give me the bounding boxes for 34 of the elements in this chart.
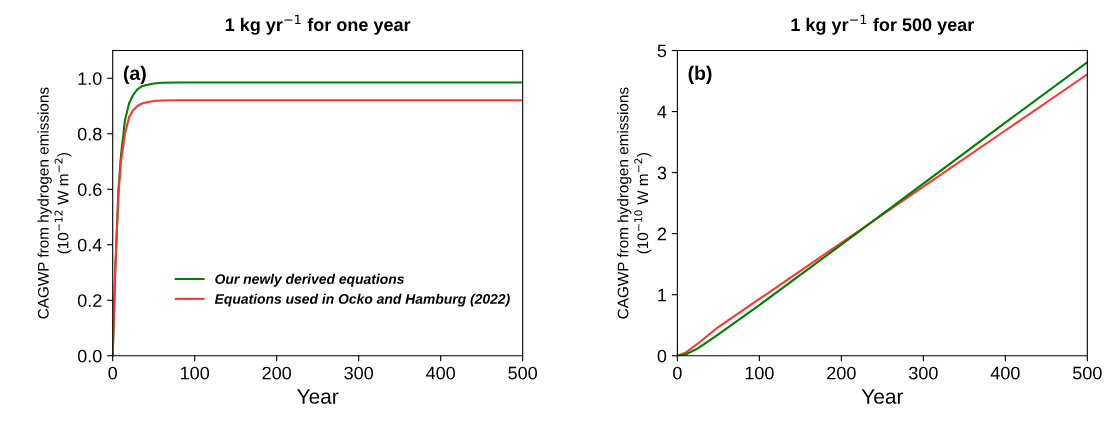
- y-tick-label: 5: [657, 44, 667, 58]
- x-tick-label: 200: [827, 366, 856, 380]
- y-tick-label: 4: [657, 105, 667, 119]
- y-axis-title: CAGWP from hydrogen emissions (10$^{−12}$ W m$^{−2}$): [37, 87, 72, 319]
- y-tick-label: 0: [657, 349, 667, 363]
- x-tick-label: 300: [908, 366, 938, 380]
- annotation: (b): [688, 65, 712, 84]
- x-tick-label: 0: [108, 366, 118, 380]
- x-tick-label: 100: [745, 366, 774, 380]
- y-tick-label: 0.6: [77, 183, 102, 196]
- x-tick-label: 500: [1072, 366, 1102, 380]
- legend-label: Our newly derived equations: [215, 273, 404, 287]
- y-tick-label: 1.0: [78, 72, 102, 85]
- x-tick-label: 0: [673, 366, 682, 380]
- x-tick-label: 100: [181, 366, 210, 380]
- y-tick-label: 0.8: [77, 127, 102, 141]
- y-axis-title: CAGWP from hydrogen emissions (10$^{−10}$ W m$^{−2}$): [617, 87, 652, 319]
- chart-title: 1 kg yr$^{−1}$ for 500 year: [791, 14, 974, 35]
- legend-label: Equations used in Ocko and Hamburg (2022): [214, 293, 510, 307]
- x-tick-label: 200: [262, 366, 292, 380]
- y-tick-label: 2: [657, 227, 667, 241]
- x-tick-label: 300: [344, 366, 374, 380]
- y-tick-label: 0.0: [77, 349, 102, 363]
- x-axis-title: Year: [297, 389, 339, 404]
- y-tick-label: 1: [658, 288, 667, 302]
- annotation: (a): [123, 65, 146, 84]
- y-tick-label: 0.2: [77, 294, 102, 307]
- x-tick-label: 400: [426, 366, 456, 380]
- y-tick-label: 3: [657, 166, 667, 180]
- chart-title: 1 kg yr$^{−1}$ for one year: [225, 14, 411, 35]
- y-tick-label: 0.4: [77, 238, 102, 252]
- x-tick-label: 400: [990, 366, 1020, 380]
- x-tick-label: 500: [508, 366, 538, 380]
- x-axis-title: Year: [861, 389, 904, 404]
